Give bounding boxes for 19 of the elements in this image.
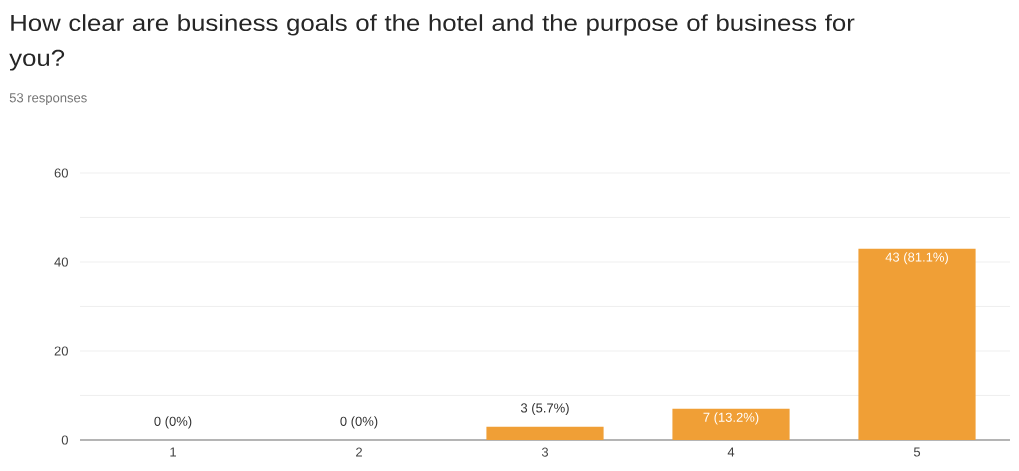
y-tick-label: 20 xyxy=(54,346,68,356)
data-label: 7 (13.2%) xyxy=(703,412,759,425)
chart-title: How clear are business goals of the hotel and the purpose of business for you? xyxy=(9,14,855,71)
data-label: 43 (81.1%) xyxy=(885,252,948,265)
y-tick-label: 60 xyxy=(54,168,68,178)
data-label: 3 (5.7%) xyxy=(520,403,569,416)
bar xyxy=(672,408,790,440)
data-label: 0 (0%) xyxy=(154,416,192,429)
x-tick-label: 4 xyxy=(727,447,735,457)
data-label: 0 (0%) xyxy=(340,416,378,429)
chart-subtitle: 53 responses xyxy=(9,93,87,105)
y-tick-label: 0 xyxy=(61,435,68,445)
x-tick-label: 1 xyxy=(170,447,176,457)
bar xyxy=(858,248,976,440)
bar xyxy=(486,426,604,440)
x-tick-label: 2 xyxy=(356,447,362,457)
x-tick-label: 5 xyxy=(913,447,921,457)
x-tick-label: 3 xyxy=(541,447,549,457)
y-tick-label: 40 xyxy=(54,257,68,267)
